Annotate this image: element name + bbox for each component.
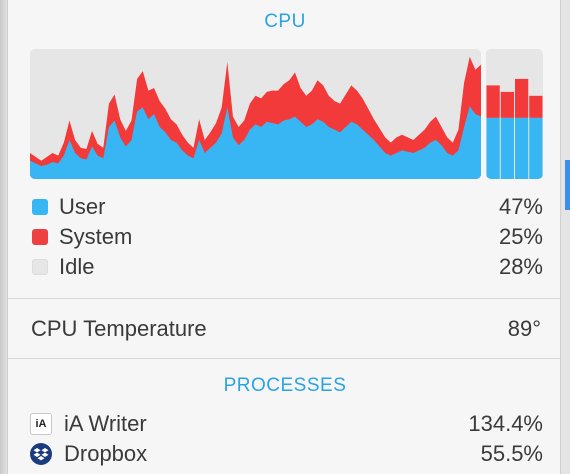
current-system-bar	[529, 95, 543, 118]
legend-row-user: User 47%	[8, 192, 560, 222]
current-user-bar	[515, 117, 529, 179]
dropbox-icon	[30, 443, 52, 465]
system-color-swatch	[32, 229, 48, 245]
cpu-history-svg	[30, 49, 481, 179]
cpu-section-title: CPU	[264, 11, 306, 32]
current-system-bar	[515, 78, 529, 118]
divider	[8, 298, 560, 299]
legend-label-system: System	[59, 224, 133, 249]
process-name: iA Writer	[64, 411, 147, 436]
background-window-edge-right	[561, 0, 570, 474]
current-user-bar	[529, 117, 543, 179]
cpu-current-bars	[486, 49, 543, 179]
legend-label-user: User	[59, 194, 106, 219]
process-row-ia-writer[interactable]: iA iA Writer 134.4%	[8, 409, 560, 439]
current-system-bar	[500, 91, 514, 118]
cpu-current-svg	[486, 78, 543, 179]
cpu-history-graph	[30, 49, 481, 179]
process-row-dropbox[interactable]: Dropbox 55.5%	[8, 439, 560, 469]
ia-writer-icon: iA	[30, 413, 52, 435]
legend-row-idle: Idle 28%	[8, 252, 560, 282]
idle-color-swatch	[32, 259, 48, 275]
cpu-temperature-value: 89°	[507, 316, 541, 341]
legend-label-idle: Idle	[59, 254, 95, 279]
legend-value-idle: 28%	[498, 254, 543, 279]
process-name: Dropbox	[64, 441, 148, 466]
cpu-temperature-label: CPU Temperature	[31, 316, 207, 341]
process-cpu-value: 55.5%	[480, 441, 543, 466]
legend-value-system: 25%	[498, 224, 543, 249]
current-user-bar	[500, 117, 514, 179]
processes-section-title: PROCESSES	[223, 375, 347, 396]
user-area	[30, 106, 481, 179]
legend-value-user: 47%	[498, 194, 543, 219]
background-window-edge-left	[0, 0, 7, 474]
cpu-popover: CPU User 47% System 25% Idle 28% CPU Tem…	[7, 0, 561, 474]
divider	[8, 358, 560, 359]
process-cpu-value: 134.4%	[468, 411, 543, 436]
legend-row-system: System 25%	[8, 222, 560, 252]
current-user-bar	[486, 117, 500, 179]
background-accent	[565, 160, 570, 210]
user-color-swatch	[32, 199, 48, 215]
current-system-bar	[486, 85, 500, 118]
